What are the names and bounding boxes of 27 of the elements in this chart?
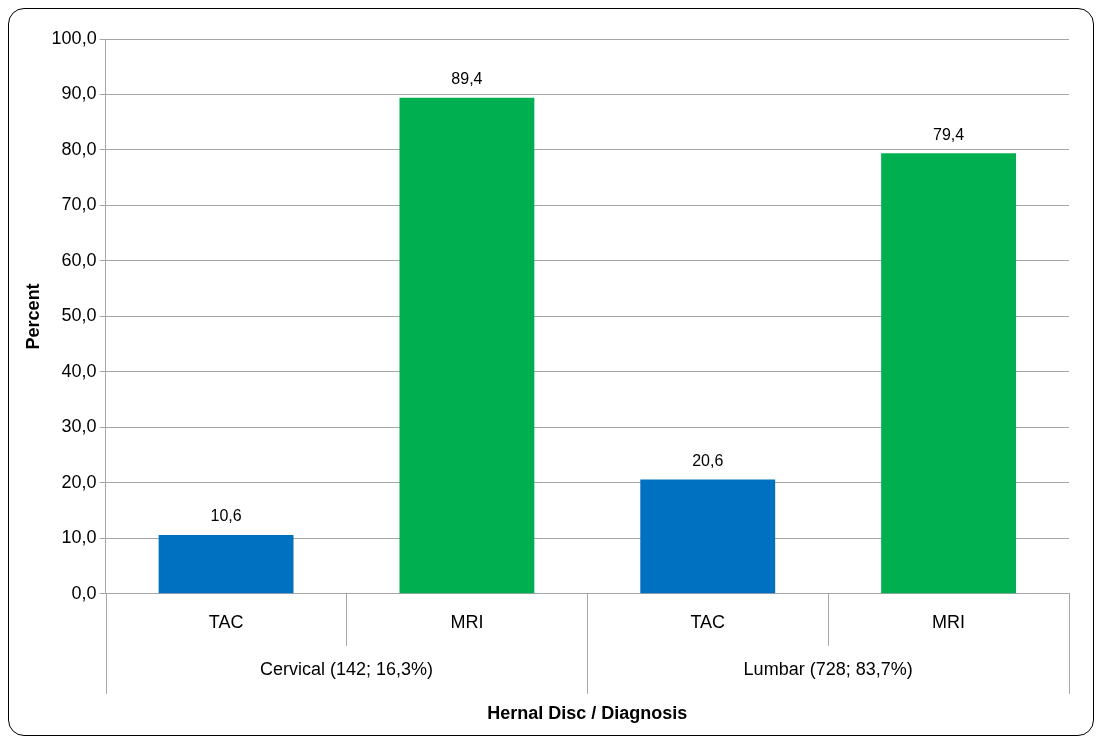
bar: [640, 479, 776, 594]
y-tick-label: 100,0: [51, 27, 97, 48]
data-label: 20,6: [692, 451, 724, 469]
y-tick-label: 60,0: [61, 249, 97, 270]
bar: [881, 153, 1017, 594]
y-tick-label: 40,0: [61, 360, 97, 381]
y-axis-title: Percent: [22, 283, 43, 350]
x-tick-label: TAC: [690, 611, 726, 632]
y-tick-label: 70,0: [61, 194, 97, 215]
x-tick-label: MRI: [450, 611, 484, 632]
y-tick-label: 80,0: [61, 138, 97, 159]
y-tick-label: 10,0: [61, 527, 97, 548]
y-tick-label: 0,0: [71, 582, 97, 603]
data-label: 79,4: [933, 125, 965, 143]
bar: [158, 534, 294, 594]
y-tick-label: 90,0: [61, 83, 97, 104]
y-tick-label: 20,0: [61, 471, 97, 492]
text: Cervical (142; 16,3%): [259, 658, 434, 679]
y-tick-label: 30,0: [61, 416, 97, 437]
x-tick-label: MRI: [932, 611, 966, 632]
data-label: 89,4: [451, 70, 483, 88]
data-label: 10,6: [210, 507, 242, 525]
text: Lumbar (728; 83,7%): [743, 658, 913, 679]
x-axis-title: Hernal Disc / Diagnosis: [487, 703, 688, 724]
y-tick-label: 50,0: [61, 305, 97, 326]
x-tick-label: TAC: [208, 611, 244, 632]
bar: [399, 97, 535, 594]
